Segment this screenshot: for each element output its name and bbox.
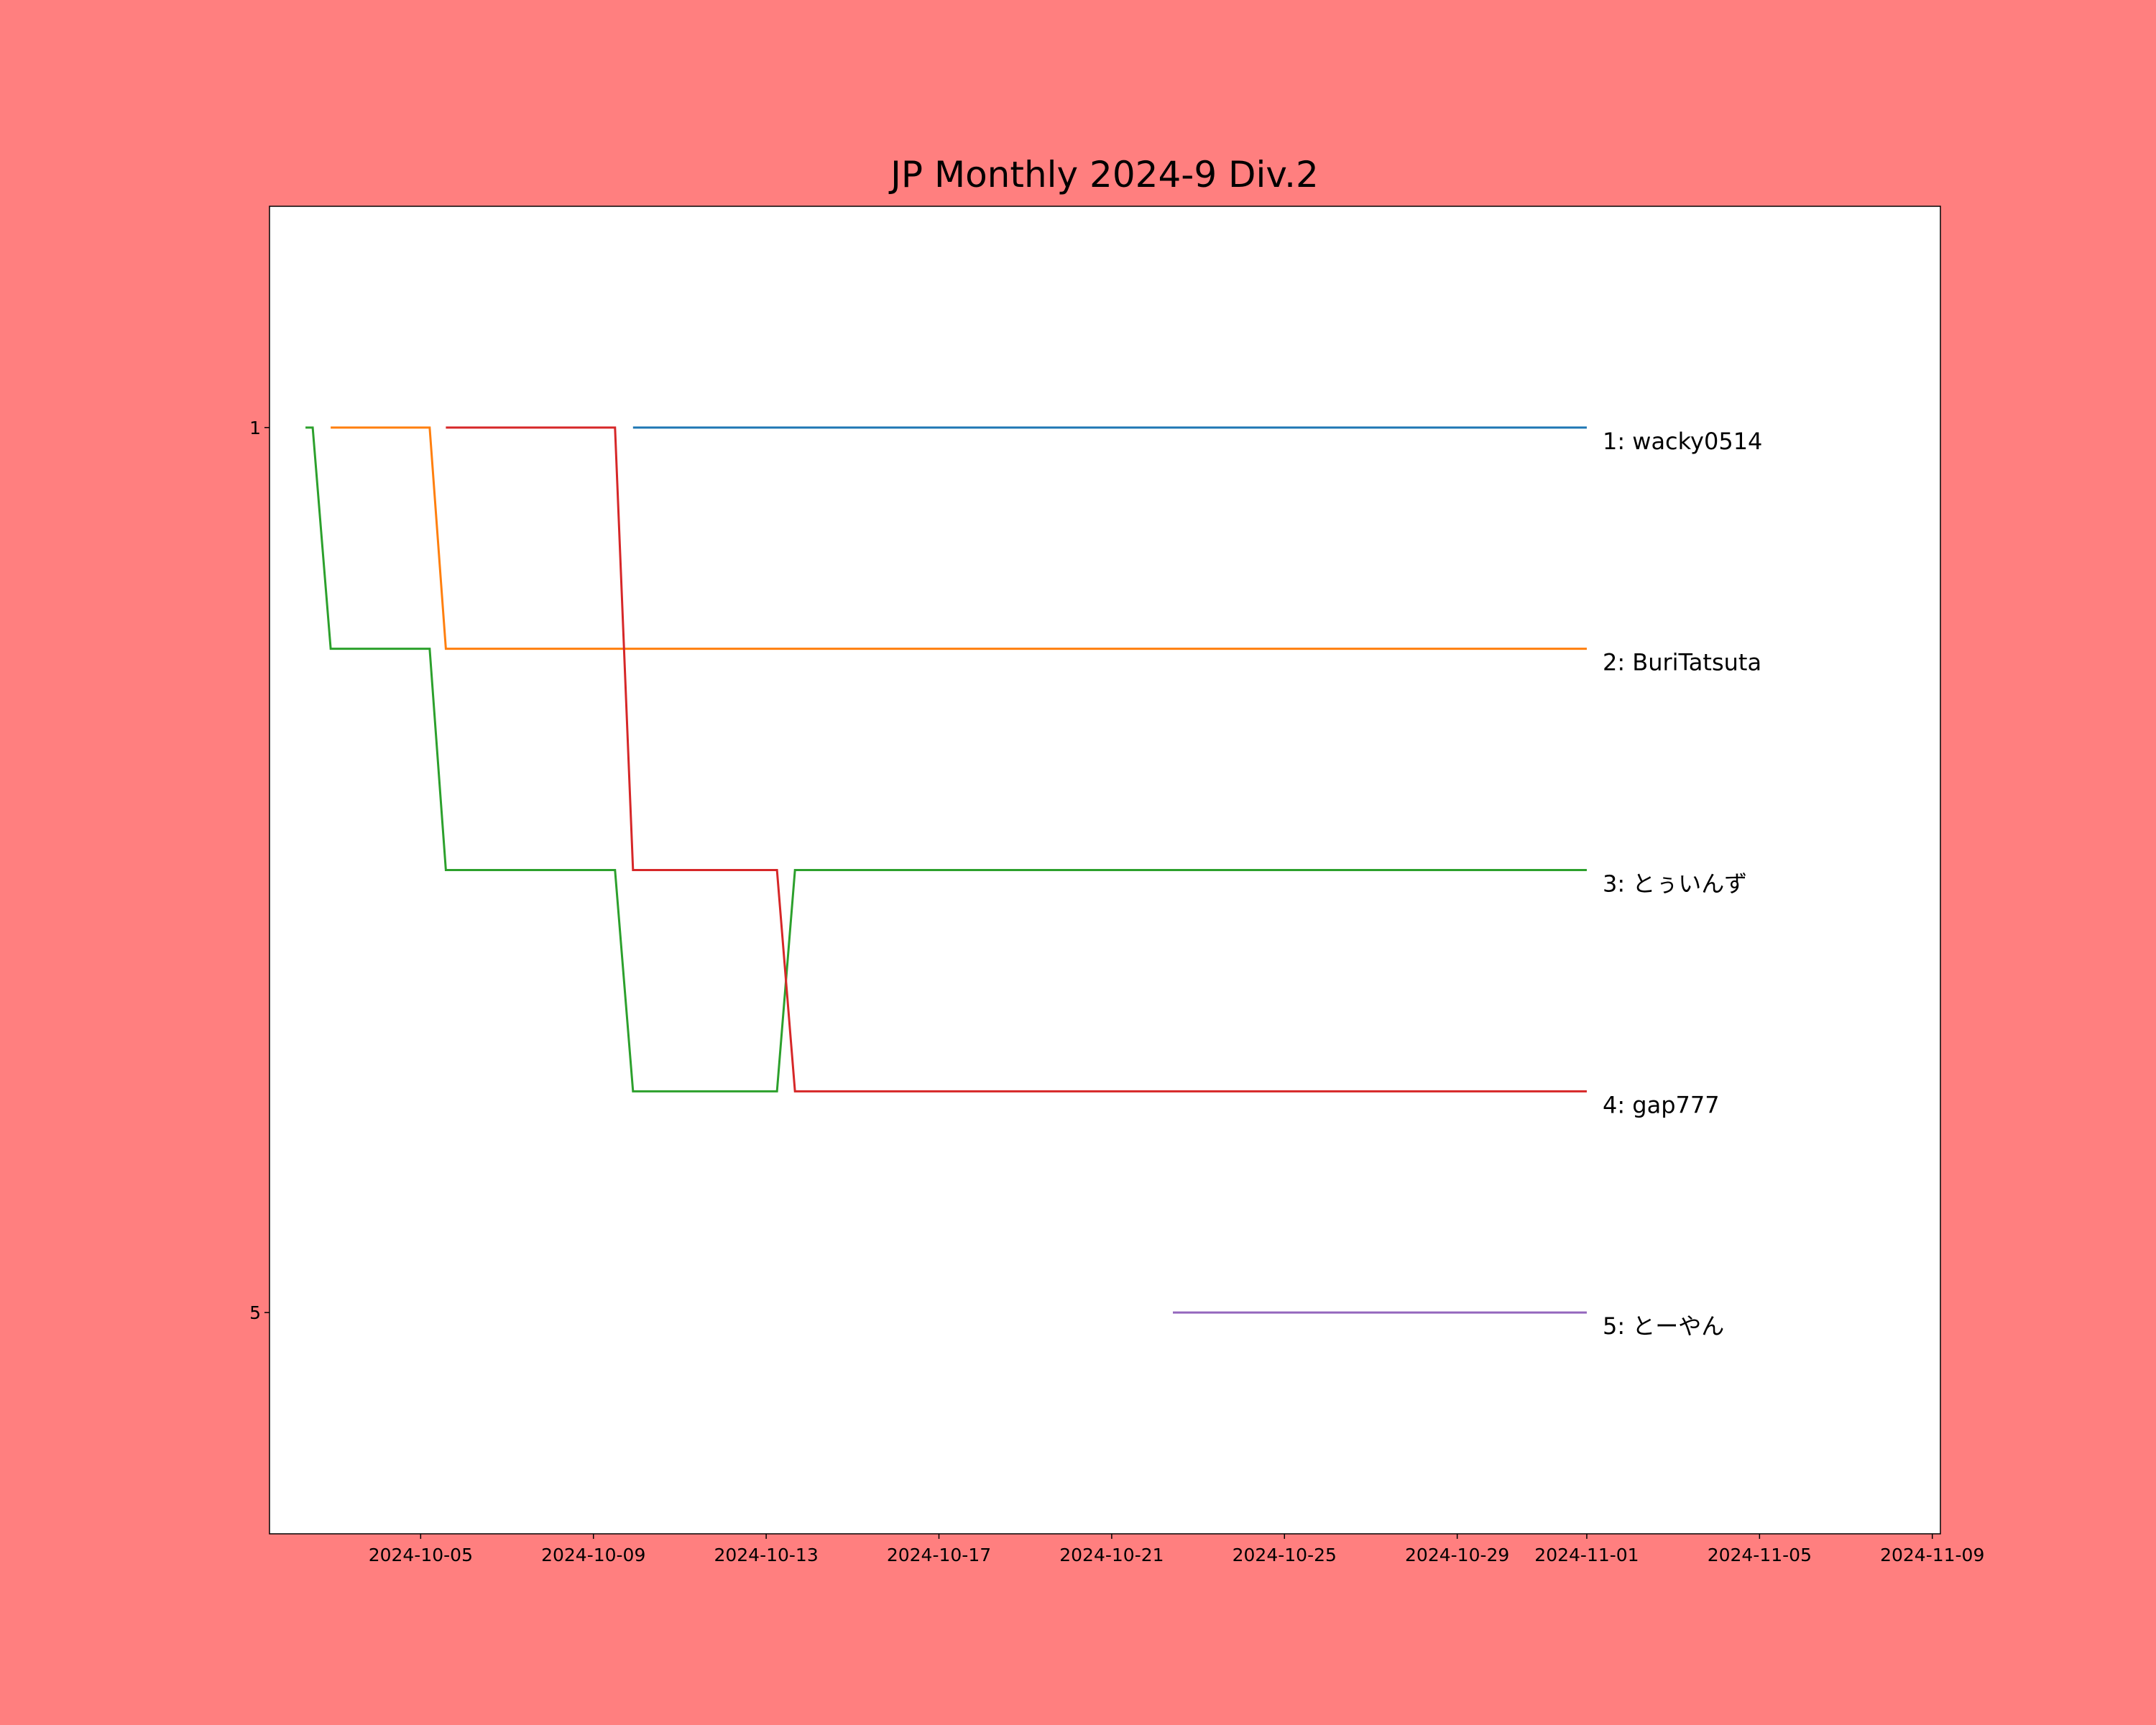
series-line: [331, 426, 1587, 650]
x-tick-label: 2024-11-05: [1708, 1545, 1812, 1565]
x-tick-label: 2024-11-09: [1880, 1545, 1984, 1565]
x-tick-label: 2024-10-13: [714, 1545, 818, 1565]
x-tick-label: 2024-10-09: [541, 1545, 645, 1565]
series-label: 1: wacky0514: [1603, 428, 1762, 455]
x-tick-label: 2024-10-25: [1233, 1545, 1337, 1565]
series-label: 4: gap777: [1603, 1091, 1720, 1118]
x-tick-label: 2024-10-21: [1059, 1545, 1164, 1565]
chart-title: JP Monthly 2024-9 Div.2: [888, 154, 1319, 196]
x-tick-label: 2024-10-05: [369, 1545, 473, 1565]
x-tick-label: 2024-10-29: [1405, 1545, 1509, 1565]
series-line: [446, 426, 1587, 1092]
x-tick-label: 2024-10-17: [887, 1545, 991, 1565]
series-label: 3: とぅいんず: [1603, 870, 1747, 898]
series-label: 5: とーやん: [1603, 1312, 1724, 1340]
series-label: 2: BuriTatsuta: [1603, 649, 1761, 676]
y-tick-label: 1: [249, 418, 261, 438]
x-tick-label: 2024-11-01: [1534, 1545, 1639, 1565]
y-tick-label: 5: [249, 1302, 261, 1323]
